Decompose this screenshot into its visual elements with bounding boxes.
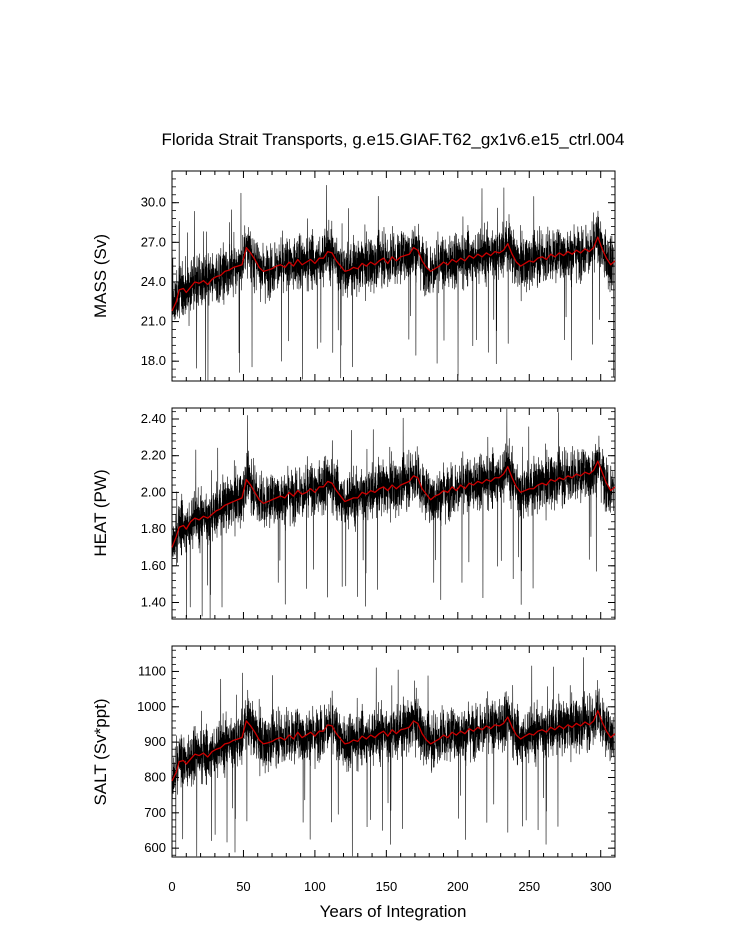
series-group (171, 185, 616, 381)
panel-mass: 18.0 21.0 24.0 27.0 30.0 MASS (Sv) (91, 170, 616, 382)
panel-heat: 1.40 1.60 1.80 2.00 2.20 2.40 HEAT (PW) (91, 407, 616, 620)
y-axis: 18.0 21.0 24.0 27.0 30.0 (141, 178, 615, 378)
plot-frame (171, 407, 616, 620)
x-tick-label: 50 (236, 879, 250, 894)
panel-salt: 600 700 800 900 1000 1100 SALT (Sv*ppt) (91, 645, 616, 858)
x-tick-label: 100 (304, 879, 326, 894)
y-tick-label: 30.0 (141, 195, 166, 210)
series-line-smoothed (171, 710, 616, 782)
series-line-smoothed (171, 236, 616, 312)
x-tick-label: 0 (168, 879, 175, 894)
y-tick-label: 1.40 (141, 594, 166, 609)
x-axis-ticks (171, 408, 616, 619)
series-line-smoothed (171, 460, 616, 548)
y-axis-label: HEAT (PW) (91, 469, 110, 556)
y-axis-label: SALT (Sv*ppt) (91, 698, 110, 805)
x-tick-label: 300 (590, 879, 612, 894)
y-axis: 600 700 800 900 1000 1100 (137, 649, 615, 856)
y-tick-label: 2.40 (141, 411, 166, 426)
x-axis-ticks (171, 646, 616, 857)
y-tick-label: 600 (144, 840, 166, 855)
series-line-annual (171, 657, 614, 857)
x-axis-ticks (171, 171, 616, 381)
y-tick-label: 1.80 (141, 521, 166, 536)
y-tick-label: 24.0 (141, 274, 166, 289)
series-line-annual (171, 408, 614, 619)
plot-frame (171, 645, 616, 858)
plot-frame (171, 170, 616, 382)
x-tick-label: 200 (447, 879, 469, 894)
x-axis-label: Years of Integration (320, 902, 467, 921)
x-axis-tick-labels: 0 50 100 150 200 250 300 (168, 879, 611, 894)
y-tick-label: 1000 (137, 699, 166, 714)
chart-title: Florida Strait Transports, g.e15.GIAF.T6… (161, 130, 624, 149)
y-tick-label: 900 (144, 734, 166, 749)
y-tick-label: 1100 (138, 663, 166, 678)
x-tick-label: 150 (376, 879, 398, 894)
y-tick-label: 27.0 (141, 234, 166, 249)
y-tick-label: 2.00 (141, 484, 166, 499)
x-tick-label: 250 (518, 879, 540, 894)
series-group (171, 657, 616, 857)
series-line-annual (171, 185, 614, 381)
y-axis: 1.40 1.60 1.80 2.00 2.20 2.40 (141, 411, 615, 618)
y-tick-label: 18.0 (141, 353, 166, 368)
series-group (171, 408, 616, 619)
y-tick-label: 1.60 (141, 558, 166, 573)
y-tick-label: 700 (144, 805, 166, 820)
y-tick-label: 2.20 (141, 448, 166, 463)
y-tick-label: 800 (144, 769, 166, 784)
y-tick-label: 21.0 (141, 314, 166, 329)
y-axis-label: MASS (Sv) (91, 234, 110, 318)
